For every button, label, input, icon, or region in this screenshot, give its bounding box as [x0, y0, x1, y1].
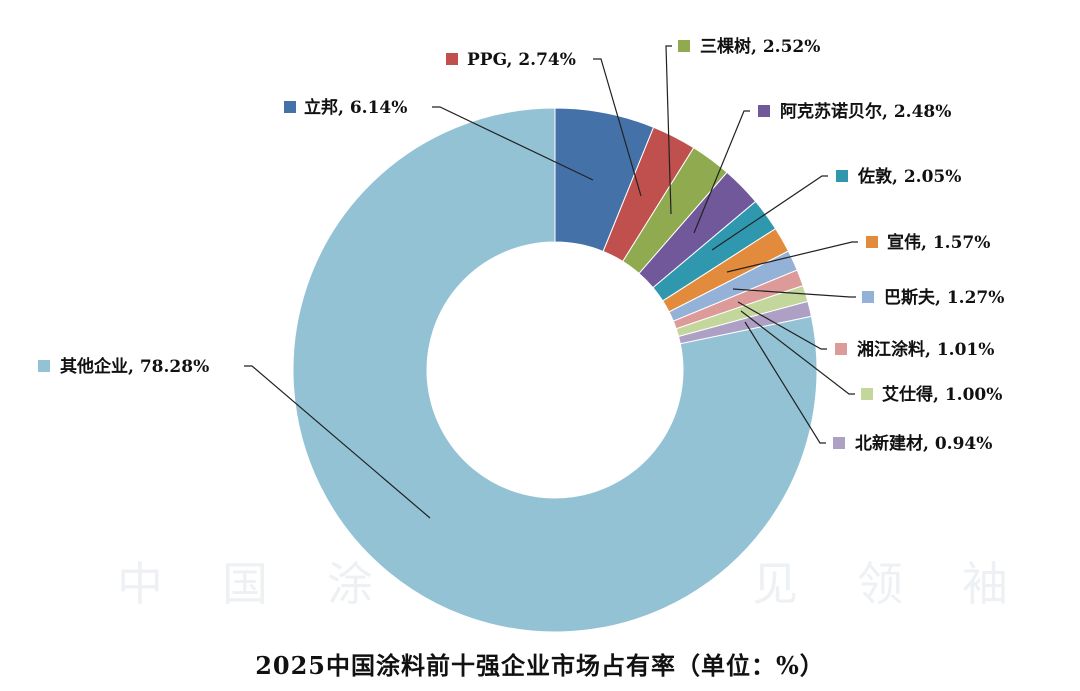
- leader-line-2: [665, 45, 672, 215]
- watermark-char: 领: [857, 557, 903, 611]
- label-marker-7: [835, 343, 847, 355]
- label-marker-1: [446, 53, 458, 65]
- label-marker-2: [678, 40, 690, 52]
- slice-label-6: 巴斯夫, 1.27%: [884, 287, 1004, 308]
- slice-label-9: 北新建材, 0.94%: [855, 433, 992, 454]
- label-marker-10: [38, 360, 50, 372]
- donut-slices: [292, 107, 818, 633]
- slice-label-7: 湘江涂料, 1.01%: [857, 339, 994, 360]
- leader-line-6: [732, 288, 856, 298]
- watermark-char: 中: [117, 557, 163, 611]
- watermark-char: 涂: [327, 557, 373, 611]
- leader-line-10: [244, 365, 431, 519]
- slice-label-8: 艾仕得, 1.00%: [882, 384, 1002, 405]
- leader-line-3: [693, 110, 750, 234]
- slice-label-5: 宣伟, 1.57%: [887, 232, 990, 253]
- label-marker-6: [862, 291, 874, 303]
- leader-line-8: [740, 310, 855, 395]
- leader-line-1: [593, 58, 642, 197]
- watermark-char: 袖: [962, 557, 1008, 611]
- label-marker-8: [861, 388, 873, 400]
- leader-line-7: [737, 301, 827, 350]
- leader-lines: [244, 45, 858, 519]
- label-marker-5: [866, 236, 878, 248]
- leader-line-4: [711, 175, 828, 251]
- slice-label-3: 阿克苏诺贝尔, 2.48%: [780, 101, 951, 122]
- slice-label-10: 其他企业, 78.28%: [60, 356, 209, 377]
- chart-title: 2025中国涂料前十强企业市场占有率（单位：%）: [255, 651, 825, 680]
- watermark: 中国涂见领袖: [117, 557, 1008, 611]
- label-marker-3: [758, 105, 770, 117]
- label-marker-0: [284, 101, 296, 113]
- leader-line-0: [432, 106, 594, 181]
- slice-label-4: 佐敦, 2.05%: [857, 166, 961, 187]
- slice-label-1: PPG, 2.74%: [467, 50, 576, 70]
- slice-labels: 立邦, 6.14% PPG, 2.74% 三棵树, 2.52% 阿克苏诺贝尔, 2.4…: [38, 36, 1004, 454]
- watermark-char: 见: [752, 557, 798, 611]
- leader-line-5: [726, 241, 858, 273]
- watermark-char: 国: [222, 557, 268, 611]
- leader-line-9: [744, 321, 826, 444]
- label-marker-4: [836, 170, 848, 182]
- slice-label-0: 立邦, 6.14%: [304, 97, 407, 118]
- donut-slice-10: [292, 107, 818, 633]
- slice-label-2: 三棵树, 2.52%: [700, 36, 820, 57]
- label-marker-9: [833, 437, 845, 449]
